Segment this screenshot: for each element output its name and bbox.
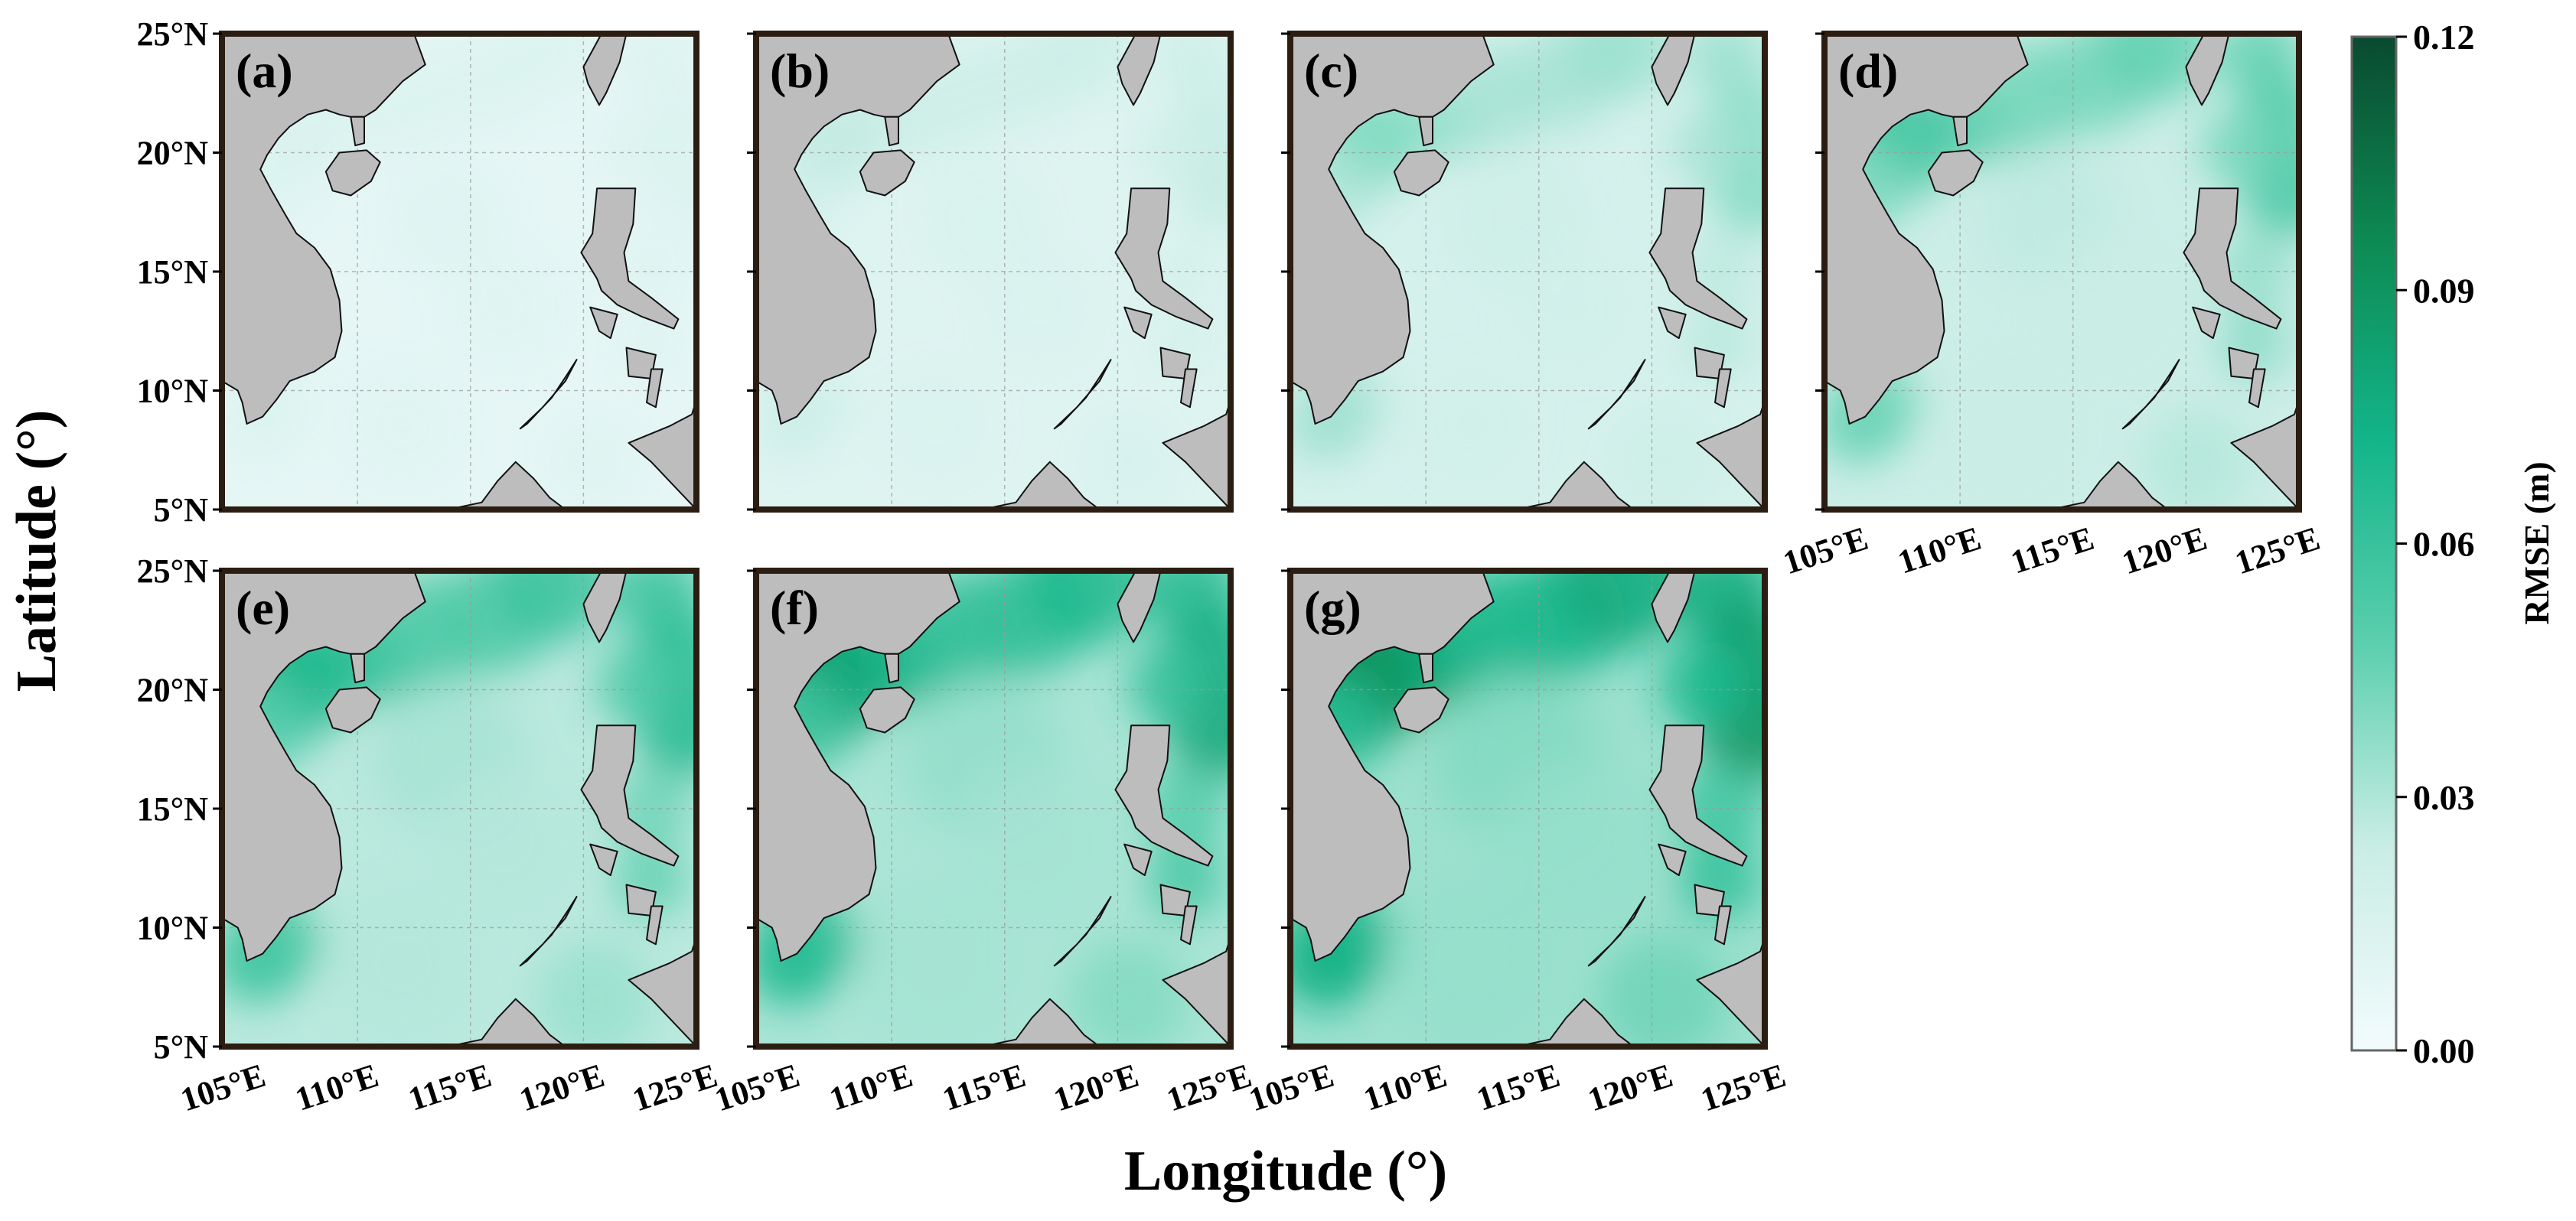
rmse-hotspots xyxy=(1824,34,2299,510)
lat-tick-label: 15°N xyxy=(137,790,209,828)
lat-tick-label: 20°N xyxy=(137,135,209,172)
lat-tick-label: 5°N xyxy=(154,1028,209,1066)
map-panels: (a) 25°N 20°N 15°N 10°N 5°N (b) (c) (d) 105°E 110°… xyxy=(137,15,2325,1119)
lon-tick-label: 105°E xyxy=(1779,519,1873,582)
map-panel: (a) 25°N 20°N 15°N 10°N 5°N xyxy=(137,15,699,529)
lon-tick-label: 125°E xyxy=(1162,1057,1257,1119)
lat-tick-label: 10°N xyxy=(137,373,209,410)
land-masses xyxy=(756,34,1231,510)
colorbar-tick-label: 0.09 xyxy=(2413,271,2475,310)
lon-tick-label: 115°E xyxy=(1472,1057,1564,1118)
lon-tick-label: 115°E xyxy=(2007,519,2098,581)
lat-tick-label: 25°N xyxy=(137,552,209,590)
lon-tick-label: 120°E xyxy=(1049,1057,1143,1119)
land-masses xyxy=(222,34,696,510)
lon-tick-label: 110°E xyxy=(825,1057,917,1118)
colorbar-tick-label: 0.03 xyxy=(2413,778,2475,817)
lat-tick-label: 20°N xyxy=(137,672,209,709)
colorbar-label: RMSE (m) xyxy=(2517,461,2556,624)
land-masses xyxy=(1824,34,2299,510)
lon-tick-label: 120°E xyxy=(1583,1057,1678,1119)
colorbar-ticks: 0.12 0.09 0.06 0.03 0.00 xyxy=(2396,18,2475,1070)
map-panel: (b) xyxy=(747,31,1234,513)
lat-tick-label: 25°N xyxy=(137,15,209,53)
map-panel: (g) 105°E 110°E 115°E 120°E 125°E xyxy=(1244,568,1791,1119)
lon-tick-label: 115°E xyxy=(938,1057,1030,1118)
land-masses xyxy=(1290,34,1765,510)
lon-tick-label: 125°E xyxy=(1697,1057,1791,1119)
colorbar-ramp xyxy=(2350,35,2398,1052)
colorbar-tick-label: 0.00 xyxy=(2413,1031,2475,1070)
map-panel: (c) xyxy=(1281,31,1768,513)
lon-tick-label: 105°E xyxy=(176,1057,270,1119)
lon-tick-label: 110°E xyxy=(291,1057,383,1118)
land-masses xyxy=(1290,571,1765,1047)
land-masses xyxy=(756,571,1231,1047)
panel-label: (d) xyxy=(1838,44,1898,98)
panel-label: (c) xyxy=(1304,44,1358,98)
y-axis-title: Latitude (°) xyxy=(5,410,68,692)
colorbar: 0.12 0.09 0.06 0.03 0.00 RMSE (m) xyxy=(2350,18,2556,1070)
lat-tick-label: 5°N xyxy=(154,491,209,529)
colorbar-tick-label: 0.06 xyxy=(2413,525,2475,564)
lon-tick-label: 105°E xyxy=(710,1057,804,1119)
panel-label: (e) xyxy=(236,581,290,635)
lon-tick-label: 110°E xyxy=(1359,1057,1451,1118)
lon-tick-label: 110°E xyxy=(1893,519,1985,581)
lon-tick-label: 105°E xyxy=(1244,1057,1339,1119)
lon-tick-label: 120°E xyxy=(2118,519,2212,582)
lat-tick-label: 10°N xyxy=(137,910,209,947)
map-panel: (d) 105°E 110°E 115°E 120°E 125°E xyxy=(1779,31,2325,582)
panel-label: (f) xyxy=(770,581,819,635)
land-masses xyxy=(222,571,696,1047)
lat-tick-label: 15°N xyxy=(137,253,209,291)
panel-label: (b) xyxy=(770,44,830,98)
lon-tick-label: 120°E xyxy=(515,1057,609,1119)
map-panel: (f) 105°E 110°E 115°E 120°E 125°E xyxy=(710,568,1257,1119)
graticule xyxy=(756,34,1231,510)
lon-tick-label: 115°E xyxy=(404,1057,496,1118)
x-axis-title: Longitude (°) xyxy=(1124,1140,1447,1203)
lon-tick-label: 125°E xyxy=(628,1057,722,1119)
colorbar-tick-label: 0.12 xyxy=(2413,18,2475,57)
panel-label: (g) xyxy=(1304,581,1361,635)
panel-label: (a) xyxy=(236,44,293,98)
lon-tick-label: 125°E xyxy=(2231,519,2325,582)
